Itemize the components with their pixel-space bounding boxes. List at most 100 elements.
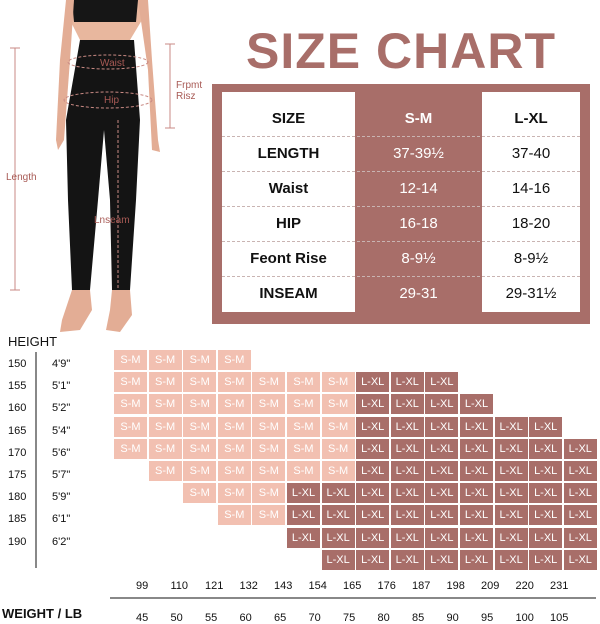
size-cell-s-m: S-M bbox=[183, 416, 217, 437]
size-cell-s-m: S-M bbox=[114, 350, 147, 370]
weight-kg-label: 45 bbox=[136, 612, 149, 624]
size-cell-s-m: S-M bbox=[114, 438, 147, 459]
size-cell-l-xl: L-XL bbox=[563, 461, 597, 481]
size-cell-l-xl: L-XL bbox=[563, 505, 597, 526]
size-cell-l-xl: L-XL bbox=[460, 394, 493, 415]
size-cell-s-m: S-M bbox=[252, 394, 286, 415]
weight-lb-label: 154 bbox=[308, 580, 327, 592]
size-cell-s-m: S-M bbox=[287, 461, 320, 481]
size-cell-l-xl: L-XL bbox=[390, 416, 424, 437]
height-cm-label: 165 bbox=[8, 424, 27, 437]
height-cm-label: 185 bbox=[8, 513, 27, 526]
size-cell-s-m: S-M bbox=[148, 394, 182, 415]
size-table-header-1: S-M bbox=[404, 110, 433, 127]
size-cell-l-xl: L-XL bbox=[460, 549, 493, 570]
hip-label: Hip bbox=[104, 95, 120, 106]
size-cell-l-xl: L-XL bbox=[563, 549, 597, 570]
height-axis-label: HEIGHT bbox=[8, 334, 58, 349]
size-cell-l-xl: L-XL bbox=[563, 483, 597, 504]
leggings-model-illustration: Waist Frpmt Risz Hip Length Lnseam bbox=[0, 0, 202, 340]
height-ft-label: 5'6" bbox=[52, 446, 71, 459]
size-cell-l-xl: L-XL bbox=[529, 461, 563, 481]
height-ft-label: 4'9" bbox=[52, 358, 71, 370]
height-ft-label: 6'1" bbox=[52, 513, 71, 526]
weight-lb-label: 132 bbox=[239, 580, 258, 592]
size-table-cell-label: Waist bbox=[268, 180, 309, 197]
size-table-header-0: SIZE bbox=[271, 110, 306, 127]
size-cell-l-xl: L-XL bbox=[425, 416, 459, 437]
size-cell-l-xl: L-XL bbox=[390, 549, 424, 570]
weight-lb-label: 99 bbox=[136, 580, 149, 592]
height-ft-label: 5'9" bbox=[52, 491, 71, 504]
weight-lb-label: 231 bbox=[550, 580, 569, 592]
size-cell-s-m: S-M bbox=[287, 372, 320, 393]
size-cell-l-xl: L-XL bbox=[460, 438, 493, 459]
size-table-divider bbox=[222, 136, 580, 137]
weight-kg-label: 85 bbox=[412, 612, 425, 624]
size-cell-l-xl: L-XL bbox=[321, 505, 355, 526]
size-cell-l-xl: L-XL bbox=[529, 438, 563, 459]
size-table-cell-label: INSEAM bbox=[259, 285, 318, 302]
size-cell-l-xl: L-XL bbox=[460, 505, 493, 526]
size-table-divider bbox=[222, 241, 580, 242]
height-cm-label: 175 bbox=[8, 469, 27, 481]
size-cell-l-xl: L-XL bbox=[529, 416, 563, 437]
weight-kg-label: 55 bbox=[205, 612, 218, 624]
size-cell-l-xl: L-XL bbox=[494, 416, 528, 437]
size-table-cell-lxl: 29-31½ bbox=[505, 285, 557, 302]
size-cell-l-xl: L-XL bbox=[390, 461, 424, 481]
size-cell-l-xl: L-XL bbox=[356, 438, 390, 459]
length-label: Length bbox=[6, 172, 37, 183]
size-table-cell-lxl: 14-16 bbox=[511, 180, 551, 197]
weight-kg-label: 90 bbox=[446, 612, 459, 624]
size-cell-s-m: S-M bbox=[321, 461, 355, 481]
chart-title: SIZE CHART bbox=[246, 23, 556, 79]
size-table-cell-lxl: 8-9½ bbox=[513, 250, 549, 267]
size-cell-l-xl: L-XL bbox=[390, 527, 424, 548]
size-cell-s-m: S-M bbox=[217, 350, 251, 370]
size-table: SIZE S-M L-XL LENGTH 37-39½ 37-40 Waist 12-14 14… bbox=[212, 84, 590, 324]
height-cm-label: 170 bbox=[8, 446, 27, 459]
size-cell-l-xl: L-XL bbox=[356, 394, 390, 415]
size-cell-s-m: S-M bbox=[217, 416, 251, 437]
size-cell-l-xl: L-XL bbox=[494, 438, 528, 459]
weight-lb-label: 121 bbox=[205, 580, 224, 592]
size-cell-l-xl: L-XL bbox=[321, 527, 355, 548]
size-cell-l-xl: L-XL bbox=[425, 372, 459, 393]
waist-label: Waist bbox=[100, 58, 125, 69]
size-cell-l-xl: L-XL bbox=[494, 527, 528, 548]
size-cell-l-xl: L-XL bbox=[356, 372, 390, 393]
size-table-cell-sm: 8-9½ bbox=[401, 250, 436, 267]
size-cell-s-m: S-M bbox=[321, 438, 355, 459]
size-table-divider bbox=[222, 206, 580, 207]
size-table-cell-sm: 29-31 bbox=[399, 285, 438, 302]
size-cell-l-xl: L-XL bbox=[425, 527, 459, 548]
size-cell-s-m: S-M bbox=[252, 372, 286, 393]
size-cell-l-xl: L-XL bbox=[460, 483, 493, 504]
height-ft-label: 5'1" bbox=[52, 380, 71, 393]
size-cell-l-xl: L-XL bbox=[356, 505, 390, 526]
weight-kg-label: 80 bbox=[377, 612, 390, 624]
size-cell-s-m: S-M bbox=[252, 483, 286, 504]
weight-kg-label: 70 bbox=[308, 612, 321, 624]
size-cell-s-m: S-M bbox=[183, 394, 217, 415]
size-cell-l-xl: L-XL bbox=[529, 505, 563, 526]
size-cell-l-xl: L-XL bbox=[390, 483, 424, 504]
size-cell-s-m: S-M bbox=[183, 350, 217, 370]
weight-lb-label: 143 bbox=[274, 580, 293, 592]
size-cell-s-m: S-M bbox=[321, 416, 355, 437]
size-cell-l-xl: L-XL bbox=[529, 483, 563, 504]
weight-kg-label: 105 bbox=[550, 612, 569, 624]
height-cm-label: 190 bbox=[8, 535, 27, 548]
size-cell-l-xl: L-XL bbox=[529, 549, 563, 570]
size-cell-s-m: S-M bbox=[114, 372, 147, 393]
size-table-divider bbox=[222, 276, 580, 277]
size-cell-l-xl: L-XL bbox=[321, 483, 355, 504]
size-cell-l-xl: L-XL bbox=[494, 461, 528, 481]
weight-lb-label: 110 bbox=[170, 580, 189, 592]
size-cell-s-m: S-M bbox=[252, 438, 286, 459]
size-cell-l-xl: L-XL bbox=[287, 527, 320, 548]
height-ft-label: 5'7" bbox=[52, 469, 71, 481]
size-cell-s-m: S-M bbox=[148, 372, 182, 393]
